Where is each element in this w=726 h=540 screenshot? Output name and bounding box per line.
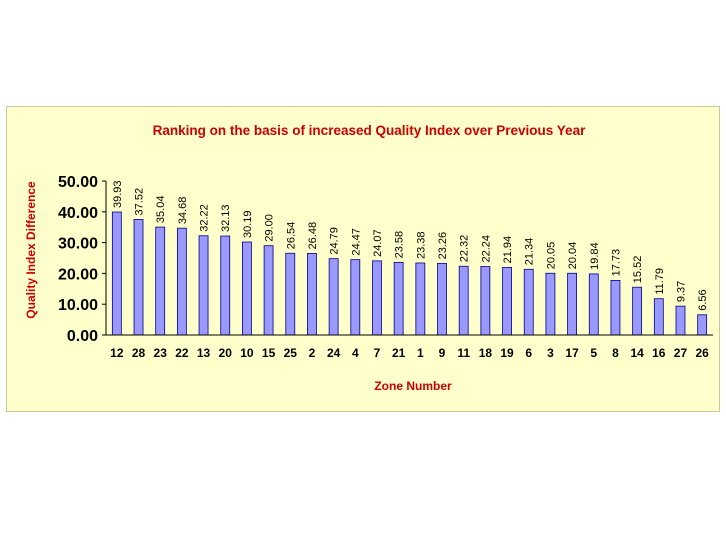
value-label: 32.13 bbox=[220, 205, 232, 233]
bar bbox=[632, 286, 643, 336]
x-tick-label: 20 bbox=[219, 346, 233, 360]
value-label: 29.00 bbox=[264, 214, 276, 242]
bar-chart: Ranking on the basis of increased Qualit… bbox=[24, 123, 713, 393]
bar bbox=[437, 262, 447, 336]
y-tick-label: 0.00 bbox=[67, 328, 98, 345]
y-axis-ticks: 0.00 10.00 20.00 30.00 40.00 50.00 bbox=[58, 174, 106, 345]
x-tick-label: 3 bbox=[547, 346, 554, 360]
value-label: 9.37 bbox=[675, 281, 687, 302]
x-tick-label: 26 bbox=[695, 346, 709, 360]
bar bbox=[350, 259, 361, 336]
value-label: 22.24 bbox=[480, 235, 492, 263]
value-label: 39.93 bbox=[112, 180, 124, 208]
x-tick-label: 13 bbox=[197, 346, 211, 360]
x-tick-label: 2 bbox=[309, 346, 316, 360]
chart-title: Ranking on the basis of increased Qualit… bbox=[153, 123, 586, 138]
value-label: 15.52 bbox=[632, 256, 644, 284]
x-tick-label: 18 bbox=[479, 346, 493, 360]
bar bbox=[198, 235, 209, 336]
bar bbox=[545, 272, 556, 336]
value-label: 35.04 bbox=[155, 196, 167, 224]
bar bbox=[588, 273, 599, 336]
value-label: 34.68 bbox=[177, 197, 189, 225]
y-axis-title: Quality Index Difference bbox=[24, 181, 38, 319]
bar bbox=[653, 298, 664, 336]
x-tick-label: 16 bbox=[652, 346, 666, 360]
bar bbox=[372, 260, 382, 336]
bar bbox=[220, 235, 231, 336]
value-label: 26.48 bbox=[307, 222, 319, 250]
x-tick-label: 14 bbox=[630, 346, 644, 360]
value-label: 32.22 bbox=[199, 204, 211, 232]
x-tick-label: 5 bbox=[590, 346, 597, 360]
x-axis-tick-labels: 12 28 23 22 13 20 10 15 25 2 24 4 7 21 1 9 11 18 19 6 3 17 5 8 1… bbox=[110, 346, 709, 360]
bar bbox=[393, 261, 404, 336]
bar bbox=[111, 211, 122, 336]
bar bbox=[567, 272, 577, 336]
x-tick-label: 23 bbox=[154, 346, 168, 360]
value-label: 24.79 bbox=[329, 227, 341, 255]
value-label: 23.58 bbox=[394, 231, 406, 259]
value-label: 22.32 bbox=[459, 235, 471, 263]
value-label: 6.56 bbox=[697, 289, 709, 310]
bar bbox=[285, 252, 296, 336]
x-tick-label: 25 bbox=[284, 346, 298, 360]
x-tick-label: 7 bbox=[374, 346, 381, 360]
x-tick-label: 19 bbox=[500, 346, 514, 360]
value-label: 17.73 bbox=[610, 249, 622, 277]
value-label: 21.94 bbox=[502, 236, 514, 264]
x-tick-label: 21 bbox=[392, 346, 406, 360]
bar bbox=[502, 267, 512, 336]
bar bbox=[263, 245, 274, 336]
bar bbox=[328, 258, 339, 336]
value-label: 24.07 bbox=[372, 229, 384, 257]
bar bbox=[415, 262, 426, 336]
value-label: 23.38 bbox=[415, 231, 427, 259]
bar bbox=[523, 268, 534, 336]
bar bbox=[610, 279, 621, 336]
x-tick-label: 15 bbox=[262, 346, 276, 360]
value-label: 20.05 bbox=[545, 242, 557, 270]
y-tick-label: 40.00 bbox=[58, 205, 98, 222]
value-label: 26.54 bbox=[285, 222, 297, 250]
bar bbox=[697, 314, 708, 336]
bar bbox=[133, 219, 144, 336]
x-tick-label: 8 bbox=[612, 346, 619, 360]
x-tick-label: 10 bbox=[240, 346, 254, 360]
bar bbox=[458, 265, 469, 336]
value-label: 24.47 bbox=[350, 228, 362, 256]
y-tick-label: 10.00 bbox=[58, 297, 98, 314]
y-tick-label: 20.00 bbox=[58, 266, 98, 283]
value-label: 21.34 bbox=[524, 238, 536, 266]
value-label: 20.04 bbox=[567, 242, 579, 270]
y-tick-label: 50.00 bbox=[58, 174, 98, 191]
value-label: 37.52 bbox=[134, 188, 146, 216]
x-tick-label: 24 bbox=[327, 346, 341, 360]
x-tick-label: 1 bbox=[417, 346, 424, 360]
value-label: 23.26 bbox=[437, 232, 449, 260]
value-label: 11.79 bbox=[654, 268, 666, 295]
x-axis-title: Zone Number bbox=[374, 379, 452, 393]
x-tick-label: 22 bbox=[175, 346, 189, 360]
x-tick-label: 12 bbox=[110, 346, 124, 360]
bar bbox=[480, 266, 491, 336]
y-tick-label: 30.00 bbox=[58, 236, 98, 253]
x-tick-label: 17 bbox=[565, 346, 579, 360]
value-labels: 39.93 37.52 35.04 34.68 32.22 32.13 30.19 29.00… bbox=[112, 180, 709, 310]
bar bbox=[675, 305, 686, 336]
x-tick-label: 6 bbox=[525, 346, 532, 360]
bar bbox=[307, 253, 317, 336]
bar bbox=[155, 226, 166, 336]
x-tick-label: 27 bbox=[674, 346, 688, 360]
value-label: 30.19 bbox=[242, 210, 254, 238]
x-tick-label: 4 bbox=[352, 346, 359, 360]
x-tick-label: 28 bbox=[132, 346, 146, 360]
x-tick-label: 11 bbox=[457, 346, 470, 360]
bar bbox=[242, 241, 252, 336]
value-label: 19.84 bbox=[589, 242, 601, 270]
bar bbox=[176, 227, 187, 336]
chart-panel: Ranking on the basis of increased Qualit… bbox=[6, 106, 720, 412]
x-tick-label: 9 bbox=[439, 346, 446, 360]
